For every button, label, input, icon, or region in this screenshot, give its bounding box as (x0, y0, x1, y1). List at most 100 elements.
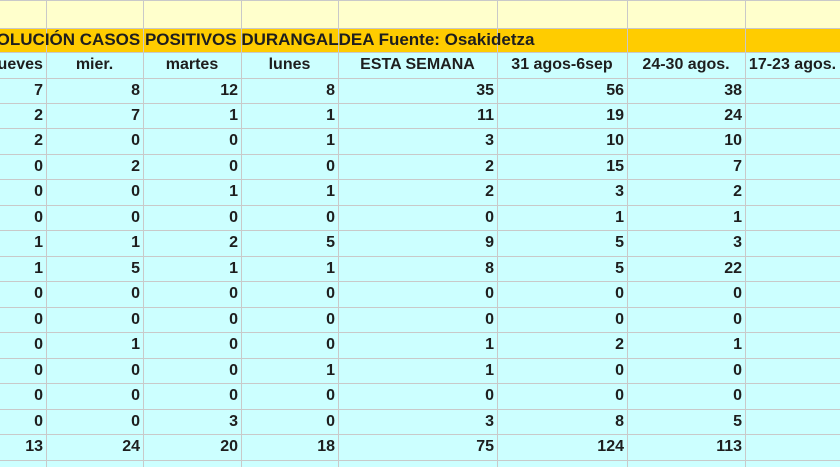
table-cell[interactable]: 0 (34, 158, 43, 175)
table-cell[interactable]: 0 (34, 387, 43, 404)
column-header[interactable]: lunes (268, 56, 311, 73)
table-cell[interactable]: 0 (326, 285, 335, 302)
table-cell[interactable]: 0 (326, 387, 335, 404)
table-cell[interactable]: 0 (326, 336, 335, 353)
table-cell[interactable]: 56 (606, 82, 624, 99)
table-cell[interactable]: 0 (326, 209, 335, 226)
table-cell[interactable]: 0 (733, 387, 742, 404)
table-cell[interactable] (745, 332, 840, 357)
table-cell[interactable]: 15 (606, 158, 624, 175)
table-cell[interactable]: 0 (34, 311, 43, 328)
table-cell[interactable]: 0 (733, 285, 742, 302)
table-cell[interactable]: 1 (34, 234, 43, 251)
table-cell[interactable] (745, 179, 840, 204)
table-cell[interactable]: 0 (733, 311, 742, 328)
table-cell[interactable]: 1 (733, 336, 742, 353)
table-cell[interactable]: 1 (485, 336, 494, 353)
table-cell[interactable]: 12 (220, 82, 238, 99)
table-cell[interactable]: 0 (229, 158, 238, 175)
table-cell[interactable]: 1 (34, 260, 43, 277)
table-cell[interactable]: 2 (485, 158, 494, 175)
table-cell[interactable]: 0 (485, 209, 494, 226)
table-cell[interactable]: 1 (131, 234, 140, 251)
table-cell[interactable]: 1 (229, 260, 238, 277)
table-cell[interactable]: 0 (229, 132, 238, 149)
table-cell[interactable]: 0 (229, 311, 238, 328)
total-cell[interactable]: 20 (220, 438, 238, 455)
table-cell[interactable]: 19 (606, 107, 624, 124)
table-cell[interactable]: 10 (724, 132, 742, 149)
table-cell[interactable] (745, 103, 840, 128)
table-cell[interactable]: 0 (34, 362, 43, 379)
table-cell[interactable]: 8 (326, 82, 335, 99)
table-cell[interactable]: 1 (326, 362, 335, 379)
column-header[interactable]: 24-30 agos. (642, 56, 730, 73)
table-cell[interactable]: 1 (326, 260, 335, 277)
table-cell[interactable]: 24 (724, 107, 742, 124)
column-header[interactable]: mier. (75, 56, 114, 73)
table-cell[interactable]: 9 (485, 234, 494, 251)
column-header[interactable]: 31 agos-6sep (511, 56, 613, 73)
table-cell[interactable]: 8 (615, 413, 624, 430)
table-cell[interactable] (745, 230, 840, 255)
table-cell[interactable]: 0 (485, 311, 494, 328)
table-cell[interactable] (745, 205, 840, 230)
table-cell[interactable]: 0 (34, 336, 43, 353)
table-cell[interactable]: 5 (733, 413, 742, 430)
table-cell[interactable]: 3 (615, 183, 624, 200)
table-cell[interactable]: 0 (229, 362, 238, 379)
table-cell[interactable]: 8 (485, 260, 494, 277)
table-cell[interactable]: 0 (34, 413, 43, 430)
table-cell[interactable]: 3 (229, 413, 238, 430)
total-cell[interactable]: 24 (122, 438, 140, 455)
total-cell[interactable]: 113 (716, 438, 742, 455)
table-cell[interactable] (745, 256, 840, 281)
table-cell[interactable]: 3 (485, 132, 494, 149)
table-cell[interactable]: 0 (131, 285, 140, 302)
table-cell[interactable]: 0 (229, 209, 238, 226)
total-cell[interactable] (745, 434, 840, 459)
table-cell[interactable]: 1 (485, 362, 494, 379)
table-cell[interactable]: 0 (131, 387, 140, 404)
table-cell[interactable]: 2 (34, 107, 43, 124)
table-cell[interactable]: 11 (477, 107, 494, 124)
table-cell[interactable]: 0 (131, 132, 140, 149)
table-cell[interactable]: 0 (485, 387, 494, 404)
table-cell[interactable]: 2 (733, 183, 742, 200)
table-cell[interactable]: 0 (131, 183, 140, 200)
table-cell[interactable] (745, 154, 840, 179)
table-cell[interactable]: 0 (131, 311, 140, 328)
table-cell[interactable]: 0 (131, 362, 140, 379)
table-cell[interactable]: 7 (733, 158, 742, 175)
table-cell[interactable]: 0 (615, 285, 624, 302)
table-cell[interactable]: 1 (733, 209, 742, 226)
table-cell[interactable]: 0 (229, 387, 238, 404)
total-cell[interactable]: 75 (476, 438, 494, 455)
table-cell[interactable]: 5 (326, 234, 335, 251)
table-cell[interactable]: 0 (34, 209, 43, 226)
table-cell[interactable]: 2 (615, 336, 624, 353)
table-cell[interactable]: 1 (326, 132, 335, 149)
table-cell[interactable]: 5 (615, 260, 624, 277)
table-cell[interactable]: 0 (131, 413, 140, 430)
sheet-title[interactable]: EVOLUCIÓN CASOS POSITIVOS DURANGALDEA Fu… (0, 30, 535, 49)
table-cell[interactable]: 0 (326, 158, 335, 175)
table-cell[interactable]: 2 (34, 132, 43, 149)
column-header[interactable]: 17-23 agos. (748, 56, 837, 73)
table-cell[interactable]: 3 (733, 234, 742, 251)
table-cell[interactable]: 0 (733, 362, 742, 379)
table-cell[interactable]: 1 (131, 336, 140, 353)
table-cell[interactable]: 10 (606, 132, 624, 149)
table-cell[interactable]: 5 (615, 234, 624, 251)
table-cell[interactable]: 1 (326, 107, 335, 124)
table-cell[interactable]: 0 (615, 311, 624, 328)
table-cell[interactable] (745, 128, 840, 153)
table-cell[interactable]: 0 (326, 413, 335, 430)
table-cell[interactable]: 0 (34, 183, 43, 200)
table-cell[interactable]: 0 (229, 336, 238, 353)
table-cell[interactable]: 7 (34, 82, 43, 99)
table-cell[interactable]: 35 (476, 82, 494, 99)
table-cell[interactable]: 1 (615, 209, 624, 226)
table-cell[interactable] (745, 409, 840, 434)
table-cell[interactable] (745, 358, 840, 383)
